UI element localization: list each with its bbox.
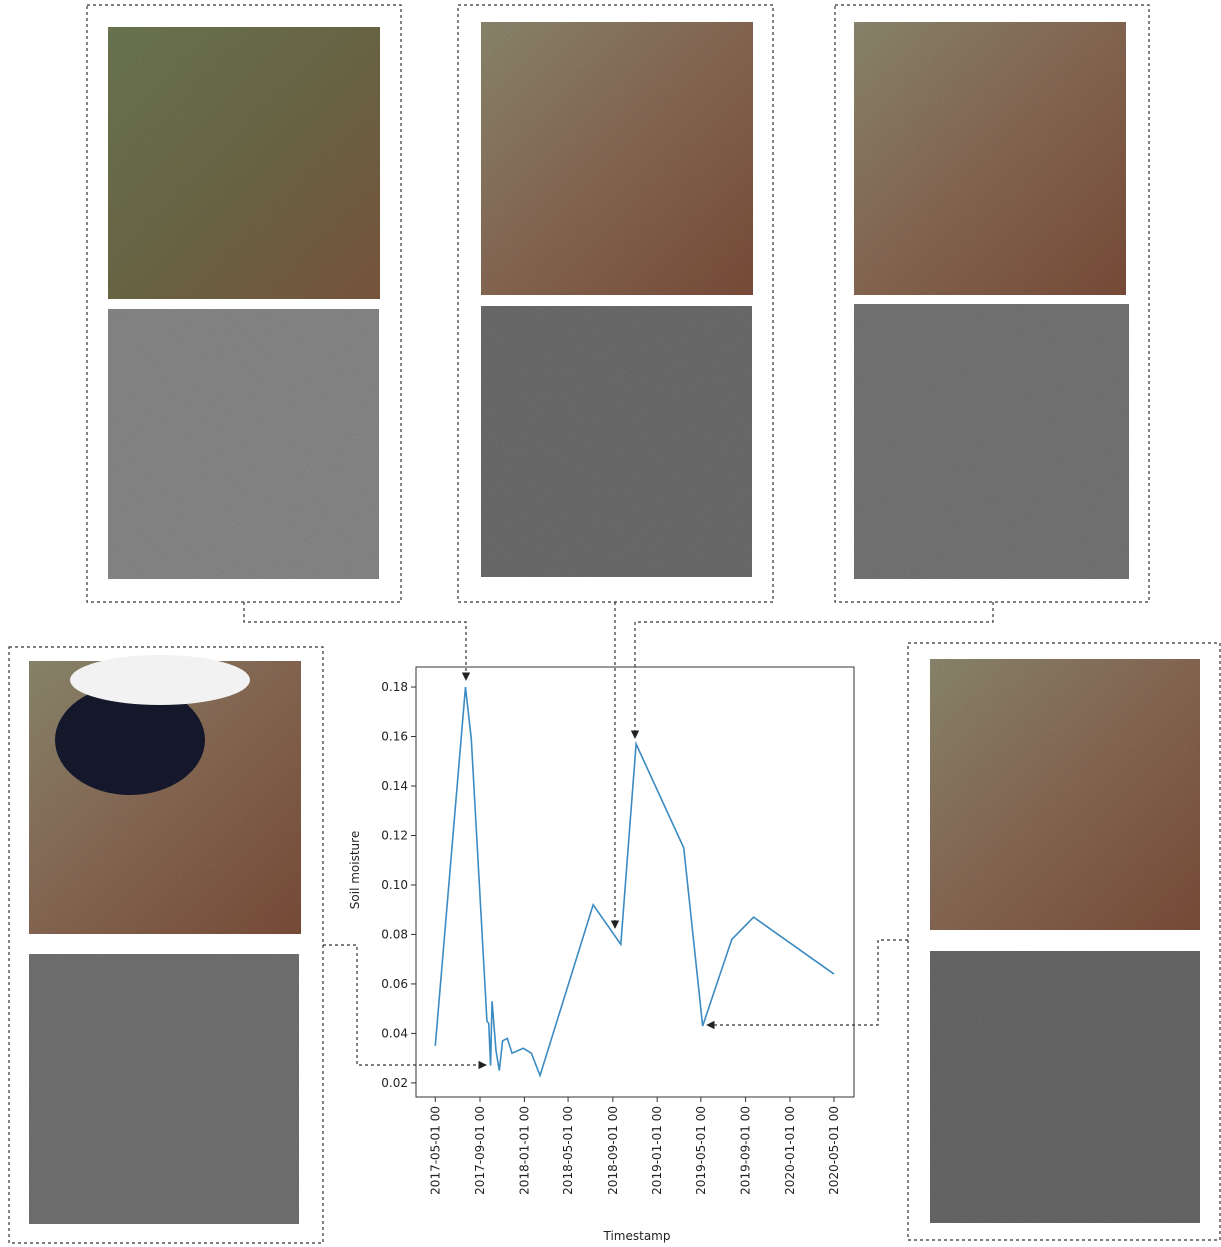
y-tick-label: 0.16 (381, 730, 408, 744)
plot-frame (415, 666, 855, 1098)
y-axis-label: Soil moisture (348, 831, 362, 909)
chart: Timestamp Soil moisture 0.02 0.04 0.06 0.08… (348, 666, 855, 1243)
y-tick-label: 0.18 (381, 680, 408, 694)
cloud-shadow (55, 685, 205, 795)
y-tick-label: 0.14 (381, 779, 408, 793)
connector-arrow (243, 602, 471, 681)
x-tick-label: 2020-01-01 00 (783, 1106, 797, 1195)
connectors (243, 602, 994, 1070)
x-axis-label: Timestamp (603, 1229, 671, 1243)
connector-arrow (323, 944, 487, 1070)
x-tick-label: 2019-09-01 00 (739, 1106, 753, 1195)
sar-image (108, 309, 379, 579)
y-tick-label: 0.02 (381, 1076, 408, 1090)
data-line (434, 686, 835, 1078)
y-tick-label: 0.06 (381, 977, 408, 991)
cloud (70, 655, 250, 705)
optical-image (108, 27, 380, 299)
x-tick-label: 2017-05-01 00 (428, 1106, 442, 1195)
x-tick-label: 2017-09-01 00 (473, 1106, 487, 1195)
optical-image (481, 22, 753, 295)
x-tick-label: 2018-05-01 00 (561, 1106, 575, 1195)
optical-image (930, 659, 1200, 930)
x-tick-label: 2020-05-01 00 (827, 1106, 841, 1195)
y-tick-label: 0.10 (381, 878, 408, 892)
sar-image (29, 954, 299, 1224)
panel-frame (834, 4, 1150, 603)
y-tick-label: 0.12 (381, 828, 408, 842)
sar-image (854, 304, 1129, 579)
sar-image (481, 306, 752, 577)
connector-arrow (630, 602, 994, 739)
image-panels (8, 4, 1221, 1244)
y-tick-label: 0.08 (381, 927, 408, 941)
sar-image (930, 951, 1200, 1223)
panel-frame (907, 642, 1221, 1241)
x-tick-label: 2018-01-01 00 (517, 1106, 531, 1195)
optical-image (854, 22, 1126, 295)
x-tick-label: 2018-09-01 00 (606, 1106, 620, 1195)
y-tick-label: 0.04 (381, 1026, 408, 1040)
x-tick-label: 2019-05-01 00 (694, 1106, 708, 1195)
connector-arrow (706, 939, 908, 1030)
x-tick-label: 2019-01-01 00 (650, 1106, 664, 1195)
